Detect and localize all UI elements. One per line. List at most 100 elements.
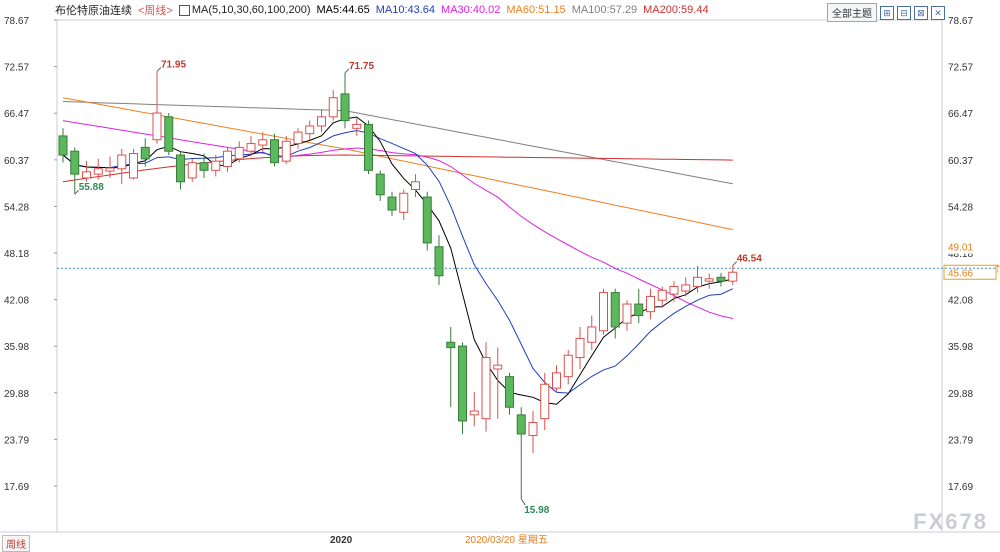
period-label[interactable]: <周线>	[138, 5, 173, 17]
ma100-value: MA100:57.29	[571, 4, 638, 16]
candle-body[interactable]	[446, 341, 456, 349]
y-tick-right: 23.79	[948, 435, 973, 446]
y-tick-right: 54.28	[948, 202, 973, 213]
ma200-line	[62, 154, 733, 183]
y-tick-left: 54.28	[4, 202, 29, 213]
plot-frame	[56, 19, 943, 533]
y-tick-right: 78.67	[948, 16, 973, 27]
price-label-right: 49.01	[948, 243, 973, 254]
ma10-line	[62, 129, 734, 394]
candle-body[interactable]	[375, 173, 385, 196]
candle-body[interactable]	[505, 376, 514, 408]
candle-body[interactable]	[105, 167, 115, 172]
price-label-box	[944, 239, 996, 254]
candle-body[interactable]	[646, 295, 655, 313]
candle-body[interactable]	[563, 354, 573, 378]
theme-button[interactable]: 全部主题	[827, 3, 877, 22]
ma60-line	[62, 97, 733, 231]
candle-body[interactable]	[93, 168, 103, 175]
candle-body[interactable]	[199, 162, 209, 171]
candle-body[interactable]	[411, 181, 420, 190]
zoom-out-icon[interactable]: ⊟	[897, 5, 911, 20]
annotation-high: 46.54	[737, 254, 762, 265]
candle-body[interactable]	[176, 154, 185, 183]
candle-body[interactable]	[117, 154, 127, 170]
candle-body[interactable]	[70, 150, 80, 175]
candle-body[interactable]	[681, 284, 691, 292]
candle-body[interactable]	[399, 192, 409, 213]
candle-body[interactable]	[516, 414, 526, 435]
annotation-high: 55.88	[79, 182, 104, 193]
candle-body[interactable]	[540, 383, 550, 420]
candle-body[interactable]	[587, 326, 597, 343]
y-tick-left: 78.67	[4, 16, 29, 27]
candle-body[interactable]	[223, 150, 232, 167]
candle-body[interactable]	[610, 292, 620, 328]
y-tick-left: 23.79	[4, 435, 29, 446]
reset-icon[interactable]: ⊠	[914, 5, 928, 20]
annotation-pointer	[74, 189, 80, 195]
annotation-pointer	[520, 498, 526, 506]
candle-body[interactable]	[164, 116, 174, 152]
candle-body[interactable]	[599, 292, 608, 332]
candle-body[interactable]	[716, 276, 726, 282]
watermark-logo: FX678	[913, 509, 988, 534]
x-label-date: 2020/03/20 星期五	[465, 534, 548, 546]
candle-body[interactable]	[364, 123, 373, 171]
candle-body[interactable]	[669, 285, 679, 295]
candle-body[interactable]	[82, 171, 91, 179]
candle-body[interactable]	[622, 303, 632, 324]
candle-body[interactable]	[340, 93, 350, 122]
ma-settings-icon[interactable]	[178, 4, 190, 16]
y-tick-right: 48.18	[948, 249, 973, 260]
candle-body[interactable]	[528, 421, 538, 436]
candle-body[interactable]	[187, 162, 197, 179]
candle-body[interactable]	[140, 146, 150, 160]
annotation-high: 71.75	[349, 61, 374, 72]
candle-body[interactable]	[634, 303, 644, 317]
candle-body[interactable]	[305, 125, 315, 135]
y-tick-right: 29.88	[948, 389, 973, 400]
close-icon[interactable]: ✕	[931, 5, 945, 20]
annotation-low: 15.98	[524, 505, 549, 516]
y-tick-left: 17.69	[4, 482, 29, 493]
candle-body[interactable]	[234, 146, 244, 160]
y-tick-right: 60.37	[948, 156, 973, 167]
candle-body[interactable]	[246, 143, 256, 152]
candle-body[interactable]	[552, 372, 561, 389]
y-tick-left: 66.47	[4, 109, 29, 120]
candle-body[interactable]	[258, 139, 268, 146]
y-tick-right: 42.08	[948, 296, 973, 307]
candle-body[interactable]	[328, 97, 338, 118]
candle-body[interactable]	[211, 160, 221, 171]
candle-body[interactable]	[657, 289, 667, 301]
annotation-pointer	[156, 66, 162, 72]
candle-body[interactable]	[387, 196, 397, 211]
candle-body[interactable]	[352, 123, 362, 129]
ma200-value: MA200:59.44	[643, 4, 709, 16]
candle-body[interactable]	[728, 271, 738, 282]
candle-body[interactable]	[481, 357, 491, 420]
candle-body[interactable]	[422, 196, 432, 244]
candle-body[interactable]	[493, 364, 503, 370]
candle-body[interactable]	[152, 112, 162, 141]
candle-body[interactable]	[281, 140, 291, 162]
candle-body[interactable]	[434, 246, 444, 277]
candle-body[interactable]	[469, 410, 479, 416]
candle-body[interactable]	[129, 153, 138, 179]
candle-body[interactable]	[317, 116, 326, 127]
period-button[interactable]: 周线	[2, 535, 30, 552]
ma30-line	[62, 120, 733, 319]
candle-body[interactable]	[270, 139, 279, 164]
y-tick-right: 35.98	[948, 342, 973, 353]
candle-body[interactable]	[293, 131, 303, 145]
instrument-name: 布伦特原油连续	[55, 5, 132, 17]
candle-body[interactable]	[575, 337, 585, 359]
ma-label[interactable]: MA(5,10,30,60,100,200)	[191, 4, 311, 16]
candle-body[interactable]	[58, 135, 68, 156]
candle-body[interactable]	[458, 345, 467, 422]
candle-body[interactable]	[693, 276, 702, 287]
candle-body[interactable]	[704, 278, 714, 282]
zoom-in-icon[interactable]: ⊞	[880, 5, 894, 20]
